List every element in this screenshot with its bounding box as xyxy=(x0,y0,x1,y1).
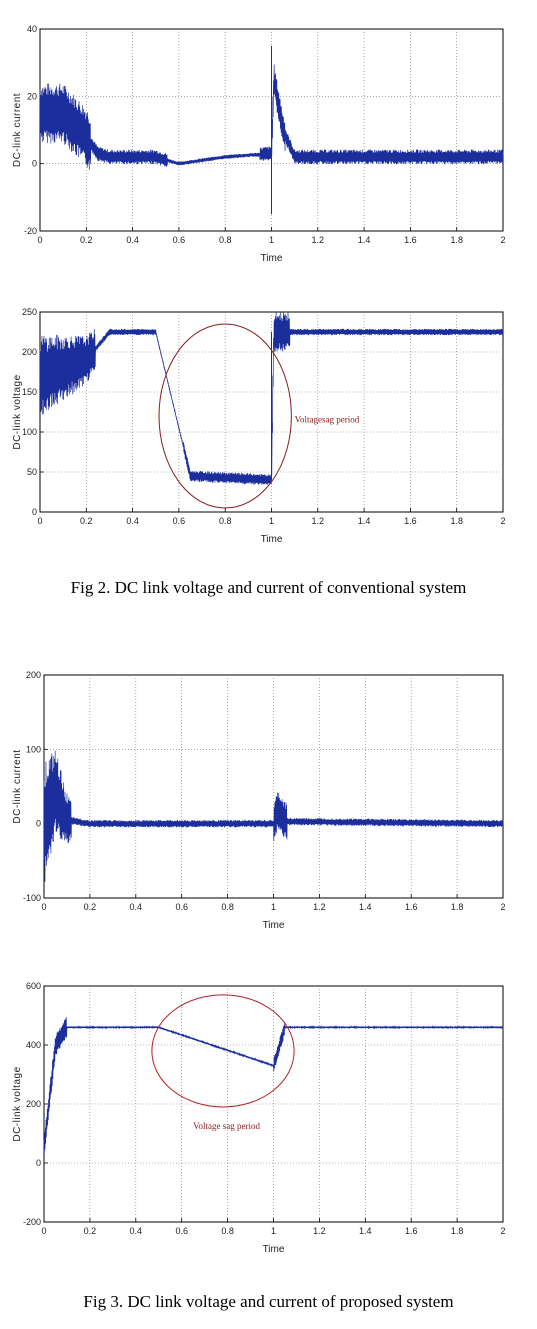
x-tick-label: 1 xyxy=(271,902,276,912)
dc-current-conventional-chart: 0 0.2 0.4 0.6 0.8 1 1.2 1.4 1.6 1.8 2-2002040TimeD… xyxy=(12,24,506,264)
y-tick-label: 400 xyxy=(26,1040,41,1050)
y-tick-label: 150 xyxy=(22,387,37,397)
x-tick-label: 0.8 xyxy=(221,1226,234,1236)
x-tick-label: 1.6 xyxy=(405,1226,418,1236)
x-tick-label: 0.6 xyxy=(173,235,186,245)
dc-current-proposed-chart: 0 0.2 0.4 0.6 0.8 1 1.2 1.4 1.6 1.8 2-1000100200Ti… xyxy=(12,670,506,931)
y-tick-label: 100 xyxy=(26,744,41,754)
sag-annotation: Voltagesag period xyxy=(295,414,360,424)
fig2-caption: Fig 2. DC link voltage and current of co… xyxy=(70,578,467,597)
series-line xyxy=(43,750,504,882)
x-tick-label: 0.8 xyxy=(221,902,234,912)
x-tick-label: 1.8 xyxy=(450,235,463,245)
x-tick-label: 0 xyxy=(37,516,42,526)
x-tick-label: 1 xyxy=(269,235,274,245)
y-tick-label: 250 xyxy=(22,307,37,317)
x-tick-label: 2 xyxy=(500,902,505,912)
x-tick-label: 0 xyxy=(41,902,46,912)
x-tick-label: 0.2 xyxy=(84,1226,97,1236)
x-tick-label: 0.8 xyxy=(219,516,232,526)
y-tick-label: 200 xyxy=(22,347,37,357)
x-tick-label: 1.8 xyxy=(451,902,464,912)
x-axis-label: Time xyxy=(261,534,283,545)
x-tick-label: 0 xyxy=(37,235,42,245)
series-line xyxy=(43,1017,504,1154)
x-tick-label: 0.4 xyxy=(130,1226,143,1236)
dc-voltage-conventional-chart: 0 0.2 0.4 0.6 0.8 1 1.2 1.4 1.6 1.8 2 0 50 100 150 200 2… xyxy=(12,307,506,545)
x-tick-label: 1.2 xyxy=(313,1226,326,1236)
x-tick-label: 1.4 xyxy=(359,902,372,912)
y-tick-label: -20 xyxy=(24,226,37,236)
x-tick-label: 0.6 xyxy=(175,1226,188,1236)
y-tick-label: 40 xyxy=(27,24,37,34)
x-tick-label: 1.6 xyxy=(405,902,418,912)
sag-annotation: Voltage sag period xyxy=(193,1121,260,1131)
x-tick-label: 2 xyxy=(500,516,505,526)
y-tick-label: 0 xyxy=(32,159,37,169)
x-axis-label: Time xyxy=(263,1244,285,1255)
x-tick-label: 0.2 xyxy=(84,902,97,912)
x-tick-label: 1.6 xyxy=(404,516,417,526)
y-axis-label: DC-link voltage xyxy=(12,1066,23,1141)
x-tick-label: 0.4 xyxy=(126,235,139,245)
x-tick-label: 0 xyxy=(41,1226,46,1236)
x-tick-label: 1 xyxy=(269,516,274,526)
x-tick-label: 0.2 xyxy=(80,516,93,526)
dc-voltage-proposed-chart: 0 0.2 0.4 0.6 0.8 1 1.2 1.4 1.6 1.8 2-200020040060… xyxy=(12,981,506,1255)
x-tick-label: 2 xyxy=(500,235,505,245)
fig3-caption: Fig 3. DC link voltage and current of pr… xyxy=(83,1292,454,1311)
x-axis-label: Time xyxy=(261,253,283,264)
y-axis-label: DC-link current xyxy=(12,93,23,167)
sag-ellipse xyxy=(151,994,295,1108)
x-tick-label: 1.2 xyxy=(313,902,326,912)
x-tick-label: 1.2 xyxy=(312,516,325,526)
x-tick-label: 0.6 xyxy=(173,516,186,526)
y-axis-label: DC-link current xyxy=(12,749,23,823)
y-tick-label: 20 xyxy=(27,91,37,101)
x-tick-label: 0.8 xyxy=(219,235,232,245)
y-tick-label: 200 xyxy=(26,1099,41,1109)
x-tick-label: 1 xyxy=(271,1226,276,1236)
y-tick-label: 50 xyxy=(27,467,37,477)
x-tick-label: 1.4 xyxy=(359,1226,372,1236)
x-tick-label: 0.2 xyxy=(80,235,93,245)
x-tick-label: 1.2 xyxy=(312,235,325,245)
x-tick-label: 0.6 xyxy=(175,902,188,912)
y-tick-label: -200 xyxy=(23,1217,41,1227)
y-tick-label: -100 xyxy=(23,893,41,903)
x-tick-label: 1.4 xyxy=(358,235,371,245)
y-tick-label: 0 xyxy=(32,507,37,517)
x-tick-label: 2 xyxy=(500,1226,505,1236)
x-tick-label: 0.4 xyxy=(130,902,143,912)
y-tick-label: 100 xyxy=(22,427,37,437)
x-tick-label: 1.8 xyxy=(450,516,463,526)
x-tick-label: 1.6 xyxy=(404,235,417,245)
y-tick-label: 600 xyxy=(26,981,41,991)
x-tick-label: 1.8 xyxy=(451,1226,464,1236)
y-tick-label: 0 xyxy=(36,1158,41,1168)
x-tick-label: 1.4 xyxy=(358,516,371,526)
y-tick-label: 0 xyxy=(36,819,41,829)
y-axis-label: DC-link voltage xyxy=(12,374,23,449)
x-axis-label: Time xyxy=(263,920,285,931)
y-tick-label: 200 xyxy=(26,670,41,680)
sag-ellipse xyxy=(158,323,292,509)
x-tick-label: 0.4 xyxy=(126,516,139,526)
